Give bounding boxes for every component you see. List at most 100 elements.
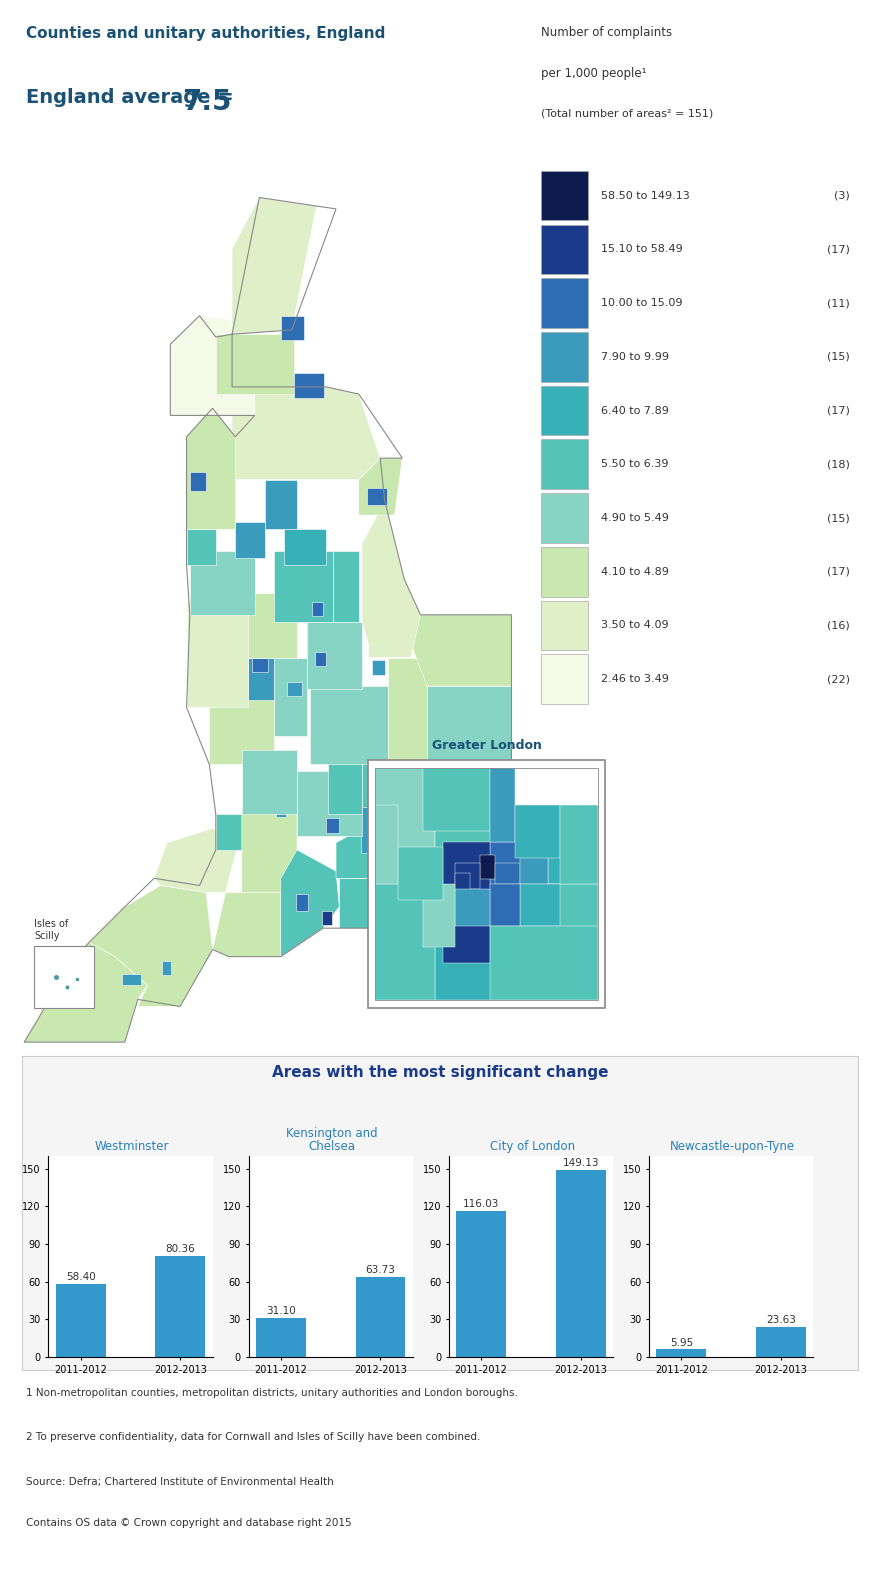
Polygon shape [443,900,490,963]
Polygon shape [361,793,417,853]
Text: 5.95: 5.95 [670,1338,693,1347]
Polygon shape [275,658,307,737]
Polygon shape [284,529,326,565]
Polygon shape [296,894,308,911]
Text: 149.13: 149.13 [562,1158,599,1168]
Polygon shape [490,885,520,926]
Text: 23.63: 23.63 [766,1316,796,1325]
Polygon shape [154,828,238,892]
Polygon shape [480,855,495,878]
Polygon shape [232,197,317,334]
Polygon shape [235,523,265,557]
Text: Counties and unitary authorities, England: Counties and unitary authorities, Englan… [26,27,385,41]
Text: 2.46 to 3.49: 2.46 to 3.49 [600,674,669,685]
Polygon shape [187,601,248,707]
Polygon shape [427,686,511,765]
Polygon shape [275,551,333,622]
Polygon shape [359,458,402,515]
Bar [356,1277,406,1357]
Text: (15): (15) [827,513,850,523]
Text: 58.50 to 149.13: 58.50 to 149.13 [600,190,689,200]
Text: (3): (3) [834,190,850,200]
Polygon shape [455,863,480,889]
Polygon shape [187,529,216,565]
Polygon shape [435,910,510,999]
Text: Greater London: Greater London [431,738,541,751]
Polygon shape [24,943,148,1042]
Polygon shape [510,885,598,999]
Polygon shape [294,373,325,398]
Polygon shape [490,926,598,999]
Text: 5.50 to 6.39: 5.50 to 6.39 [600,460,668,469]
Text: 4.90 to 5.49: 4.90 to 5.49 [600,513,669,523]
Polygon shape [510,804,598,885]
Bar [256,1317,306,1357]
Polygon shape [411,615,511,686]
Polygon shape [216,334,294,394]
Polygon shape [520,885,561,926]
Polygon shape [326,818,339,833]
Polygon shape [375,885,435,999]
Text: Newcastle-upon-Tyne: Newcastle-upon-Tyne [671,1140,796,1154]
Polygon shape [394,828,511,907]
Text: per 1,000 people¹: per 1,000 people¹ [541,68,647,80]
Polygon shape [89,886,213,1006]
Bar [541,332,588,381]
Polygon shape [422,885,455,948]
Polygon shape [375,804,398,885]
Bar [368,760,605,1007]
Polygon shape [455,889,490,926]
Polygon shape [435,768,510,885]
Polygon shape [388,658,427,765]
Bar [34,946,93,1007]
Polygon shape [162,960,171,976]
Polygon shape [248,658,275,700]
Polygon shape [401,743,511,822]
Polygon shape [287,682,302,696]
Bar [541,546,588,597]
Bar [456,1212,506,1357]
Text: (22): (22) [826,674,850,685]
Text: Areas with the most significant change: Areas with the most significant change [272,1066,608,1080]
Polygon shape [340,878,417,929]
Polygon shape [252,658,268,672]
Text: 6.40 to 7.89: 6.40 to 7.89 [600,406,669,416]
Bar [541,386,588,436]
Polygon shape [413,814,429,825]
Polygon shape [322,911,332,926]
Polygon shape [495,863,520,885]
Polygon shape [190,472,206,491]
Text: 63.73: 63.73 [365,1265,395,1275]
Text: 15.10 to 58.49: 15.10 to 58.49 [600,244,682,255]
Text: 58.40: 58.40 [66,1272,96,1281]
Polygon shape [362,501,421,658]
Text: (11): (11) [827,297,850,309]
Text: (17): (17) [827,406,850,416]
Polygon shape [190,551,255,615]
Bar [541,439,588,490]
Bar [541,601,588,650]
Polygon shape [275,804,286,817]
Polygon shape [281,316,304,340]
Polygon shape [443,842,490,900]
Text: Source: Defra; Chartered Institute of Environmental Health: Source: Defra; Chartered Institute of En… [26,1476,334,1487]
Polygon shape [265,480,297,529]
Text: Westminster: Westminster [95,1140,169,1154]
Bar [156,1256,205,1357]
Polygon shape [281,850,340,957]
Polygon shape [242,593,297,658]
Text: (17): (17) [827,567,850,576]
Text: 2 To preserve confidentiality, data for Cornwall and Isles of Scilly have been c: 2 To preserve confidentiality, data for … [26,1432,480,1442]
Polygon shape [375,768,435,885]
Text: 10.00 to 15.09: 10.00 to 15.09 [600,297,682,309]
Bar [656,1349,707,1357]
Text: England average =: England average = [26,88,240,107]
Text: 7.5: 7.5 [182,88,231,116]
Text: (17): (17) [827,244,850,255]
Polygon shape [242,751,297,814]
Polygon shape [307,622,362,689]
Text: Isles of
Scilly: Isles of Scilly [34,919,69,941]
Polygon shape [187,408,235,529]
Text: (18): (18) [827,460,850,469]
Text: 116.03: 116.03 [463,1199,499,1209]
